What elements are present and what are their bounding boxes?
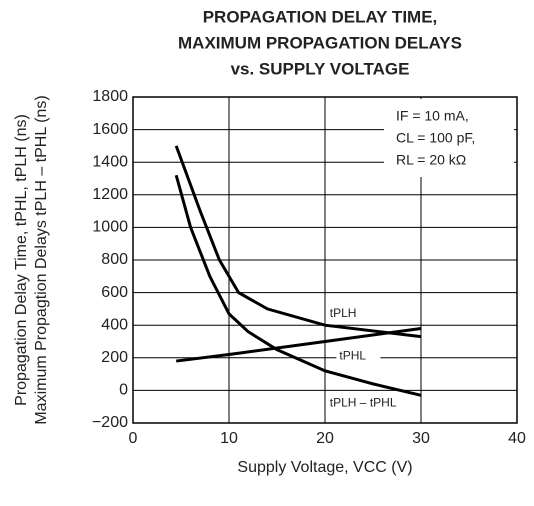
series-label: tPLH xyxy=(330,306,357,320)
y-tick-label: 1000 xyxy=(92,219,128,236)
annotation: CL = 100 pF, xyxy=(396,130,475,146)
x-tick-label: 40 xyxy=(508,430,526,447)
y-axis-label: Maximum Propagtion Delays tPLH – tPHL (n… xyxy=(33,95,50,424)
y-tick-label: 1400 xyxy=(92,153,128,170)
chart-title: PROPAGATION DELAY TIME, xyxy=(203,7,438,26)
x-tick-label: 20 xyxy=(316,430,334,447)
line-series xyxy=(174,174,422,397)
chart-title: vs. SUPPLY VOLTAGE xyxy=(231,59,410,78)
y-tick-label: 0 xyxy=(119,382,128,399)
x-axis-label: Supply Voltage, VCC (V) xyxy=(237,459,412,476)
series-label: tPLH – tPHL xyxy=(330,396,397,410)
chart-title: MAXIMUM PROPAGATION DELAYS xyxy=(178,33,462,52)
line-series xyxy=(176,326,422,363)
y-tick-label: −200 xyxy=(92,414,128,431)
y-tick-label: 800 xyxy=(101,251,128,268)
x-tick-label: 10 xyxy=(220,430,238,447)
x-tick-label: 0 xyxy=(129,430,138,447)
plot-frame xyxy=(132,96,518,424)
series-label-bg xyxy=(326,305,359,322)
y-tick-label: 1200 xyxy=(92,186,128,203)
y-tick-label: 1800 xyxy=(92,88,128,105)
annotation: RL = 20 kΩ xyxy=(396,152,466,168)
series-label: tPHL xyxy=(339,348,366,362)
x-tick-label: 30 xyxy=(412,430,430,447)
y-tick-label: 1600 xyxy=(92,121,128,138)
annotation: IF = 10 mA, xyxy=(396,108,469,124)
series-label-bg xyxy=(326,395,409,412)
y-tick-label: 200 xyxy=(101,349,128,366)
line-series xyxy=(174,145,422,339)
annotation-box xyxy=(384,99,514,177)
series-label-bg xyxy=(336,348,381,365)
y-tick-label: 400 xyxy=(101,316,128,333)
y-axis-label: Propagation Delay Time, tPHL, tPLH (ns) xyxy=(13,114,30,406)
y-tick-label: 600 xyxy=(101,284,128,301)
